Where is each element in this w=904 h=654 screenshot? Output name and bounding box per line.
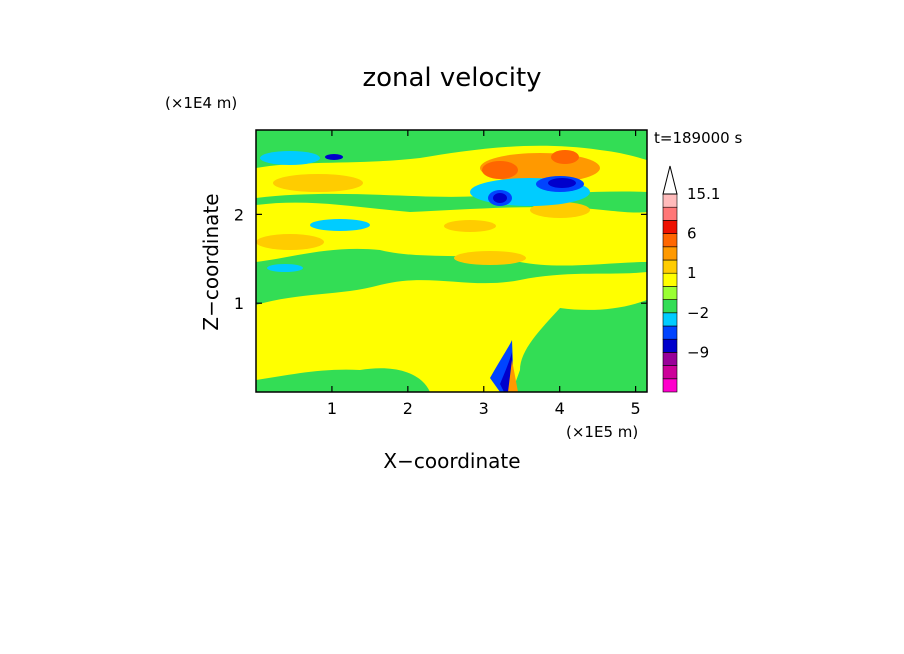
x-axis-ticks: 1 2 3 4 5 xyxy=(327,130,641,418)
colorbar-band xyxy=(662,272,678,287)
contour-field xyxy=(256,130,647,392)
x-axis-title: X−coordinate xyxy=(383,449,520,473)
contour-dark-blue-3 xyxy=(325,154,343,160)
colorbar-band xyxy=(662,206,678,221)
y-axis-ticks: 12 xyxy=(234,205,647,313)
contour-cyan-1 xyxy=(260,151,320,165)
colorbar-label: 6 xyxy=(687,225,697,243)
colorbar-label: −9 xyxy=(687,343,709,361)
colorbar-band xyxy=(662,233,678,248)
contour-orange-1 xyxy=(273,174,363,192)
x-unit-label: (×1E5 m) xyxy=(566,423,638,441)
contour-cyan-2 xyxy=(310,219,370,231)
colorbar-band xyxy=(662,193,678,208)
contour-mountain-warm xyxy=(508,360,518,392)
colorbar-band xyxy=(662,286,678,300)
contour-orange-3 xyxy=(454,251,526,265)
y-tick-label: 2 xyxy=(234,205,244,224)
contour-orange-8 xyxy=(551,150,579,164)
colorbar-band xyxy=(662,338,678,353)
colorbar-arrow xyxy=(662,165,678,195)
time-label: t=189000 s xyxy=(654,129,742,147)
contour-yellow-mid xyxy=(256,202,647,266)
y-axis-title: Z−coordinate xyxy=(199,193,223,330)
x-tick-label: 1 xyxy=(327,399,337,418)
colorbar-band xyxy=(662,259,678,274)
colorbar-band xyxy=(662,325,678,340)
colorbar-band xyxy=(662,312,678,327)
x-tick-label: 2 xyxy=(403,399,413,418)
colorbar-band xyxy=(662,365,678,380)
contour-orange-7 xyxy=(482,161,518,179)
contour-cyan-4 xyxy=(267,264,303,272)
x-tick-label: 5 xyxy=(631,399,641,418)
contour-mountain-core xyxy=(500,352,512,392)
colorbar-label: 1 xyxy=(687,264,697,282)
y-unit-label: (×1E4 m) xyxy=(165,94,237,112)
contour-dark-blue-1 xyxy=(493,193,507,203)
colorbar-label: −2 xyxy=(687,304,709,322)
x-tick-label: 4 xyxy=(555,399,565,418)
contour-orange-2 xyxy=(256,234,324,250)
chart-title: zonal velocity xyxy=(362,63,541,93)
contour-yellow-lower xyxy=(256,272,647,392)
y-tick-label: 1 xyxy=(234,294,244,313)
colorbar-band xyxy=(662,352,678,366)
colorbar: 15.1 6 1 −2 −9 xyxy=(662,165,720,393)
contour-dark-blue-2 xyxy=(548,178,576,188)
x-tick-label: 3 xyxy=(479,399,489,418)
colorbar-band xyxy=(662,299,678,314)
colorbar-band xyxy=(662,378,678,393)
colorbar-band xyxy=(662,246,678,261)
contour-orange-5 xyxy=(444,220,496,232)
plot-frame xyxy=(255,129,648,393)
colorbar-label: 15.1 xyxy=(687,185,720,203)
colorbar-band xyxy=(662,220,678,234)
contour-orange-4 xyxy=(530,202,590,218)
